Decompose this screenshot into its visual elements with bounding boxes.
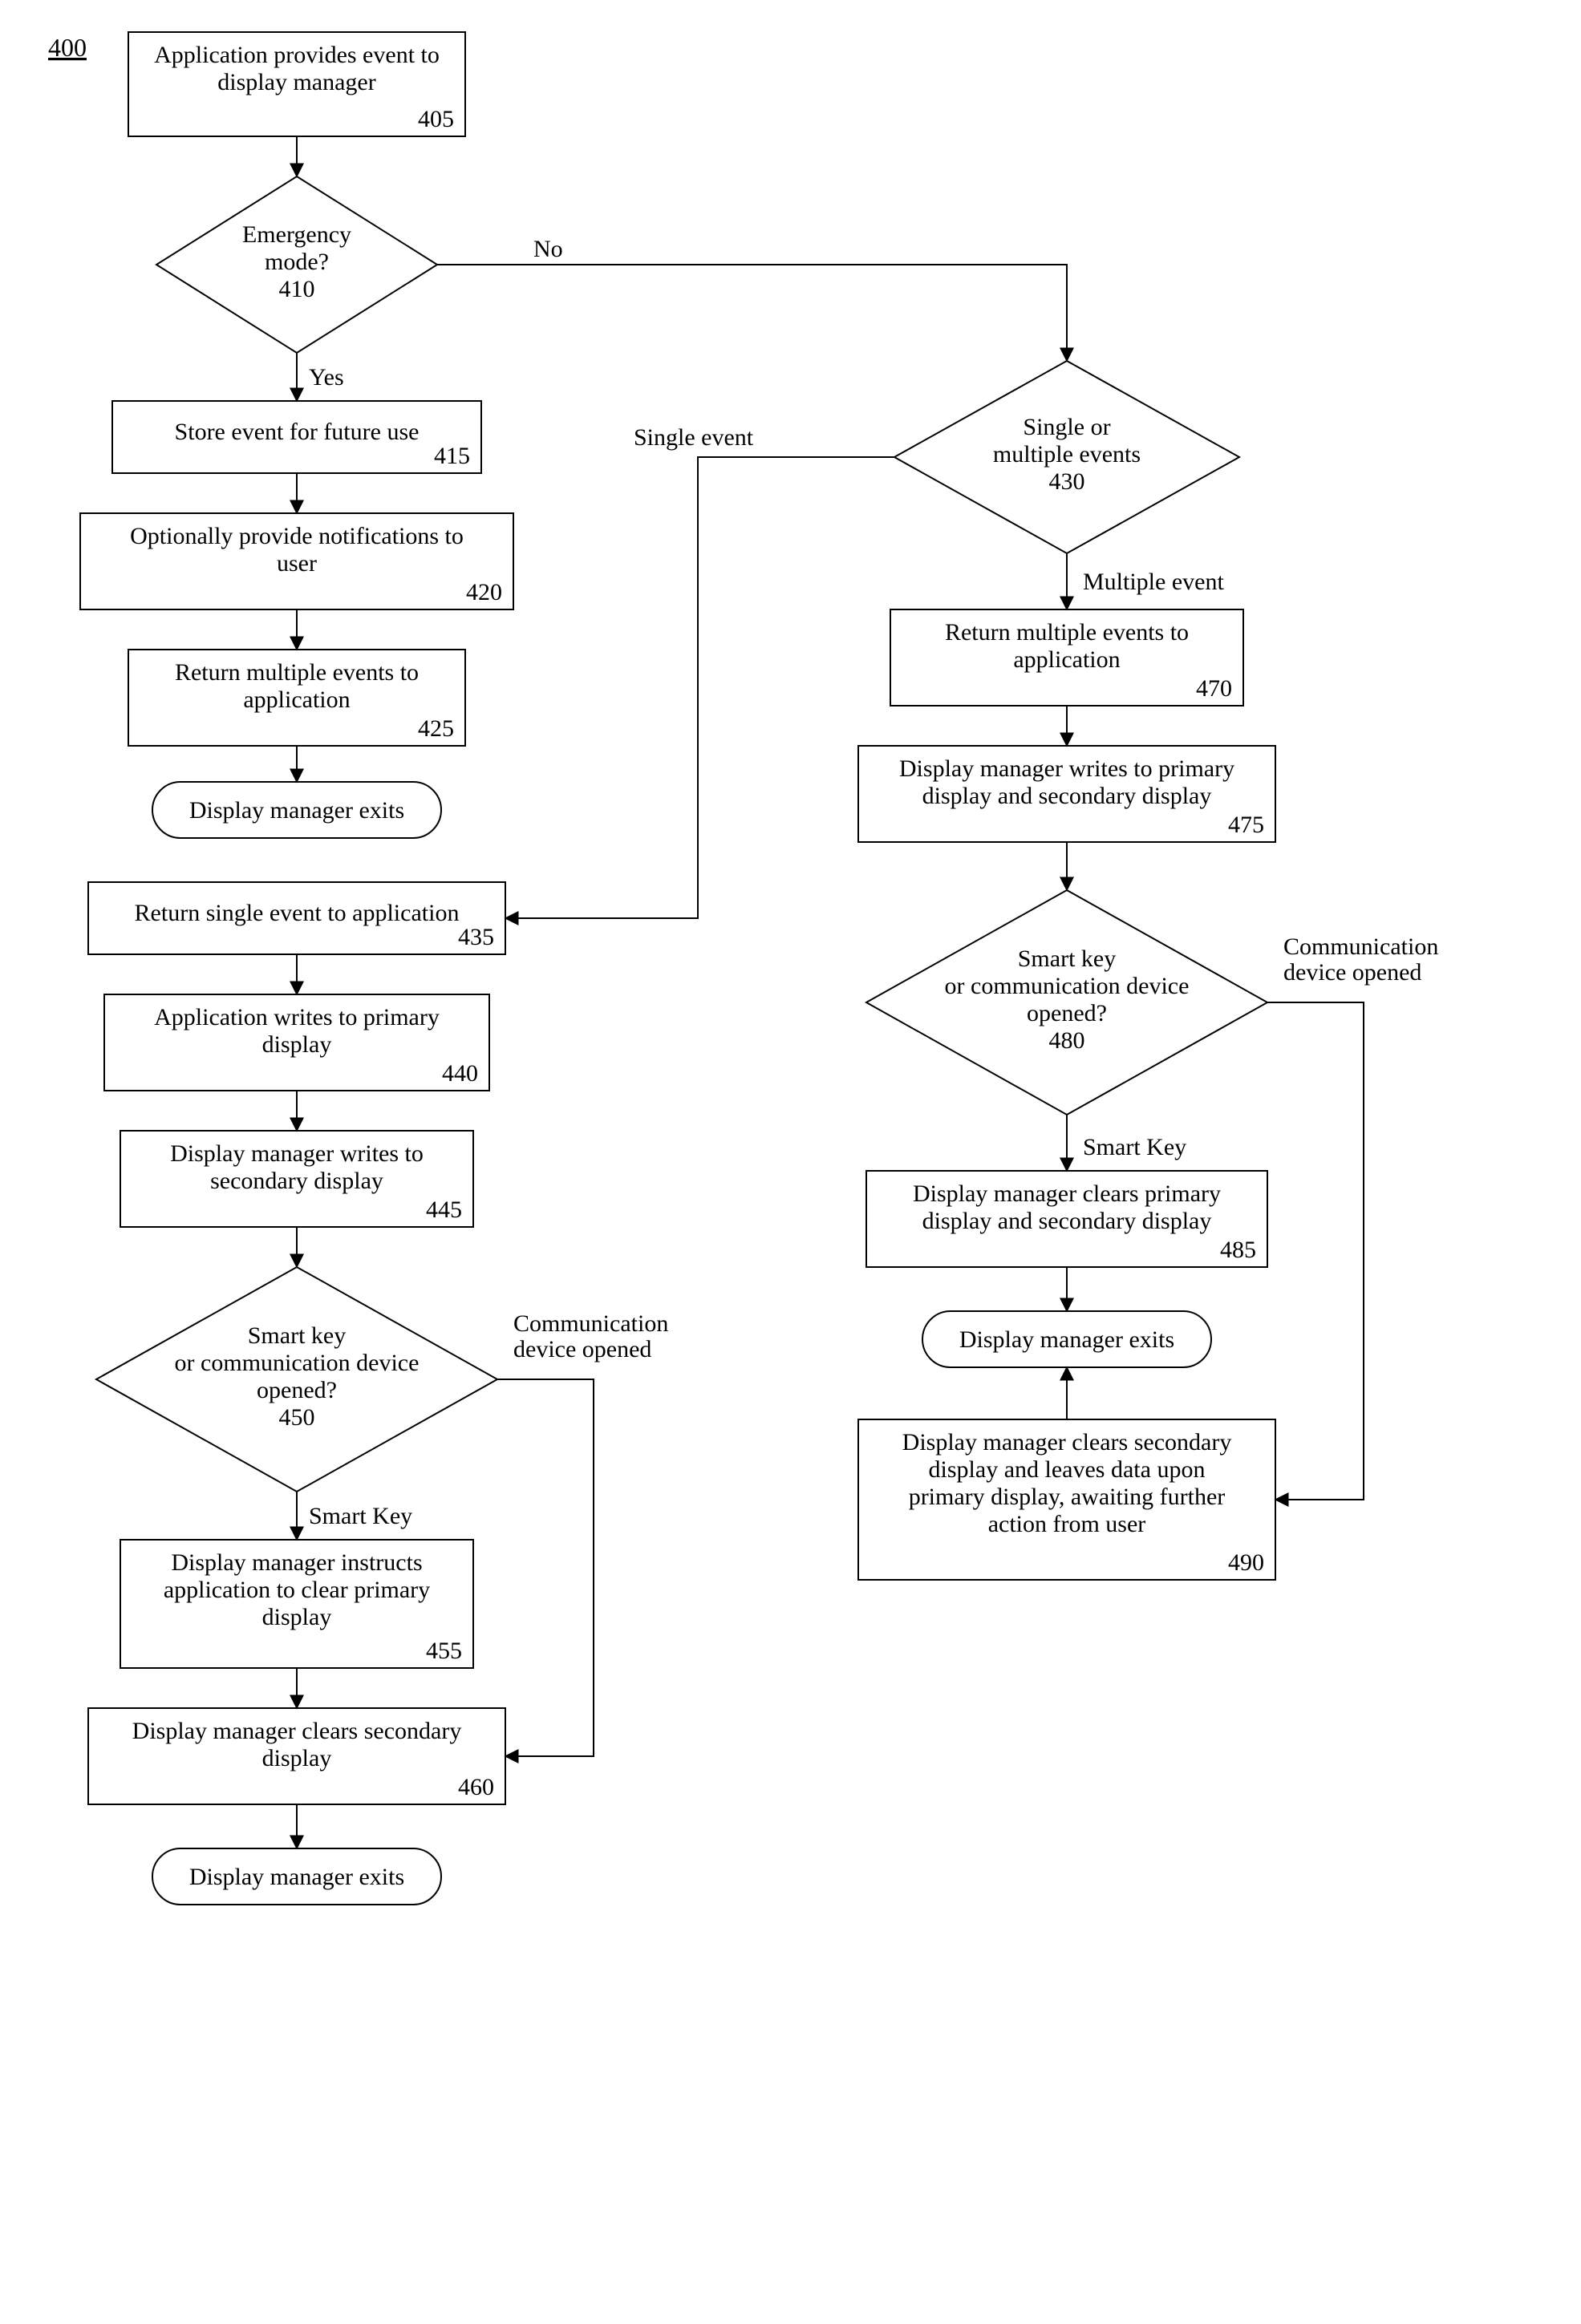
process-n435: Return single event to application435: [88, 882, 505, 954]
svg-text:Display manager writes to: Display manager writes to: [170, 1140, 424, 1167]
terminator-t2: Display manager exits: [922, 1311, 1211, 1367]
edge-n480-n485: Smart Key: [1067, 1115, 1186, 1171]
process-n425: Return multiple events toapplication 425: [128, 650, 465, 746]
svg-text:secondary display: secondary display: [210, 1168, 383, 1194]
svg-text:opened?: opened?: [257, 1377, 337, 1403]
svg-text:Display manager writes to prim: Display manager writes to primary: [899, 755, 1234, 782]
process-n440: Application writes to primarydisplay 440: [104, 994, 489, 1091]
svg-text:Yes: Yes: [309, 364, 344, 391]
svg-text:410: 410: [279, 276, 315, 302]
svg-text:Smart Key: Smart Key: [1083, 1134, 1186, 1160]
svg-text:Display manager clears primary: Display manager clears primary: [913, 1180, 1221, 1207]
svg-text:Display manager exits: Display manager exits: [189, 797, 404, 824]
svg-text:device opened: device opened: [1283, 959, 1421, 986]
svg-text:Store event for future use: Store event for future use: [175, 419, 420, 445]
svg-text:Emergency: Emergency: [242, 221, 351, 248]
process-n470: Return multiple events toapplication 470: [890, 609, 1243, 706]
process-n445: Display manager writes tosecondary displ…: [120, 1131, 473, 1227]
process-n460: Display manager clears secondarydisplay 4…: [88, 1708, 505, 1804]
svg-text:Display manager clears seconda: Display manager clears secondary: [132, 1718, 462, 1744]
svg-text:Smart key: Smart key: [1018, 945, 1116, 972]
svg-text:Return multiple events to: Return multiple events to: [945, 619, 1189, 646]
svg-text:425: 425: [418, 715, 454, 742]
svg-text:primary display, awaiting furt: primary display, awaiting further: [909, 1484, 1226, 1510]
svg-text:450: 450: [279, 1404, 315, 1431]
decision-n480: Smart keyor communication deviceopened?4…: [866, 890, 1267, 1115]
svg-text:device opened: device opened: [513, 1336, 651, 1362]
svg-text:455: 455: [426, 1638, 462, 1664]
edge-n430-n470: Multiple event: [1067, 553, 1224, 609]
svg-text:445: 445: [426, 1196, 462, 1223]
svg-text:multiple events: multiple events: [993, 441, 1141, 468]
svg-text:display and secondary display: display and secondary display: [922, 1208, 1212, 1234]
svg-text:Display manager instructs: Display manager instructs: [171, 1549, 422, 1576]
svg-text:440: 440: [442, 1060, 478, 1087]
svg-text:Communication: Communication: [1283, 933, 1438, 960]
edge-n480-n490: Communicationdevice opened: [1267, 933, 1438, 1500]
svg-text:Application writes to primary: Application writes to primary: [154, 1004, 440, 1030]
decision-n430: Single ormultiple events430: [894, 361, 1239, 553]
svg-text:application: application: [243, 686, 350, 713]
svg-text:Smart Key: Smart Key: [309, 1503, 412, 1529]
edge-n450-n455: Smart Key: [297, 1492, 412, 1540]
process-n405: Application provides event todisplay man…: [128, 32, 465, 136]
svg-text:opened?: opened?: [1027, 1000, 1107, 1026]
svg-text:470: 470: [1196, 675, 1232, 702]
svg-text:Display manager clears seconda: Display manager clears secondary: [902, 1429, 1232, 1456]
svg-text:display: display: [262, 1745, 332, 1771]
svg-text:or communication device: or communication device: [175, 1350, 420, 1376]
svg-text:415: 415: [434, 443, 470, 469]
svg-text:user: user: [277, 550, 317, 577]
svg-text:Single event: Single event: [634, 424, 754, 451]
flowchart-canvas: 400Application provides event todisplay …: [0, 0, 1581, 2324]
decision-n450: Smart keyor communication deviceopened?4…: [96, 1267, 497, 1492]
svg-text:Single or: Single or: [1023, 414, 1110, 440]
svg-text:430: 430: [1049, 468, 1085, 495]
process-n490: Display manager clears secondarydisplay …: [858, 1419, 1275, 1580]
svg-text:Display manager exits: Display manager exits: [959, 1326, 1174, 1353]
svg-text:Smart key: Smart key: [248, 1322, 346, 1349]
svg-text:405: 405: [418, 106, 454, 132]
svg-text:display manager: display manager: [217, 69, 375, 95]
svg-text:action from user: action from user: [988, 1511, 1146, 1537]
svg-text:Return multiple events to: Return multiple events to: [175, 659, 419, 686]
process-n415: Store event for future use 415: [112, 401, 481, 473]
svg-text:Application provides event to: Application provides event to: [154, 42, 440, 68]
svg-text:490: 490: [1228, 1549, 1264, 1576]
svg-text:display: display: [262, 1604, 332, 1630]
svg-text:460: 460: [458, 1774, 494, 1800]
edge-n410-n415: Yes: [297, 353, 344, 401]
svg-text:480: 480: [1049, 1027, 1085, 1054]
process-n475: Display manager writes to primarydisplay…: [858, 746, 1275, 842]
terminator-t3: Display manager exits: [152, 1848, 441, 1905]
figure-number: 400: [48, 33, 87, 62]
svg-text:display: display: [262, 1031, 332, 1058]
svg-text:application to clear primary: application to clear primary: [164, 1577, 430, 1603]
edge-n410-n430: No: [437, 236, 1067, 361]
svg-text:Communication: Communication: [513, 1310, 668, 1337]
svg-text:Display manager exits: Display manager exits: [189, 1864, 404, 1890]
svg-text:No: No: [533, 236, 563, 262]
process-n485: Display manager clears primarydisplay an…: [866, 1171, 1267, 1267]
svg-text:Multiple event: Multiple event: [1083, 569, 1224, 595]
decision-n410: Emergencymode?410: [156, 176, 437, 353]
svg-text:435: 435: [458, 924, 494, 950]
process-n420: Optionally provide notifications touser 4…: [80, 513, 513, 609]
svg-text:application: application: [1013, 646, 1120, 673]
svg-text:Optionally provide notificatio: Optionally provide notifications to: [130, 523, 464, 549]
process-n455: Display manager instructsapplication to …: [120, 1540, 473, 1668]
svg-text:485: 485: [1220, 1237, 1256, 1263]
svg-text:475: 475: [1228, 812, 1264, 838]
edge-n430-n435: Single event: [505, 424, 894, 918]
edge-n450-n460: Communicationdevice opened: [497, 1310, 668, 1756]
svg-text:display and secondary display: display and secondary display: [922, 783, 1212, 809]
svg-text:or communication device: or communication device: [945, 973, 1190, 999]
svg-text:420: 420: [466, 579, 502, 605]
terminator-t1: Display manager exits: [152, 782, 441, 838]
svg-text:mode?: mode?: [265, 249, 329, 275]
svg-text:Return single event to applica: Return single event to application: [135, 900, 460, 926]
svg-text:display and leaves data upon: display and leaves data upon: [929, 1456, 1206, 1483]
